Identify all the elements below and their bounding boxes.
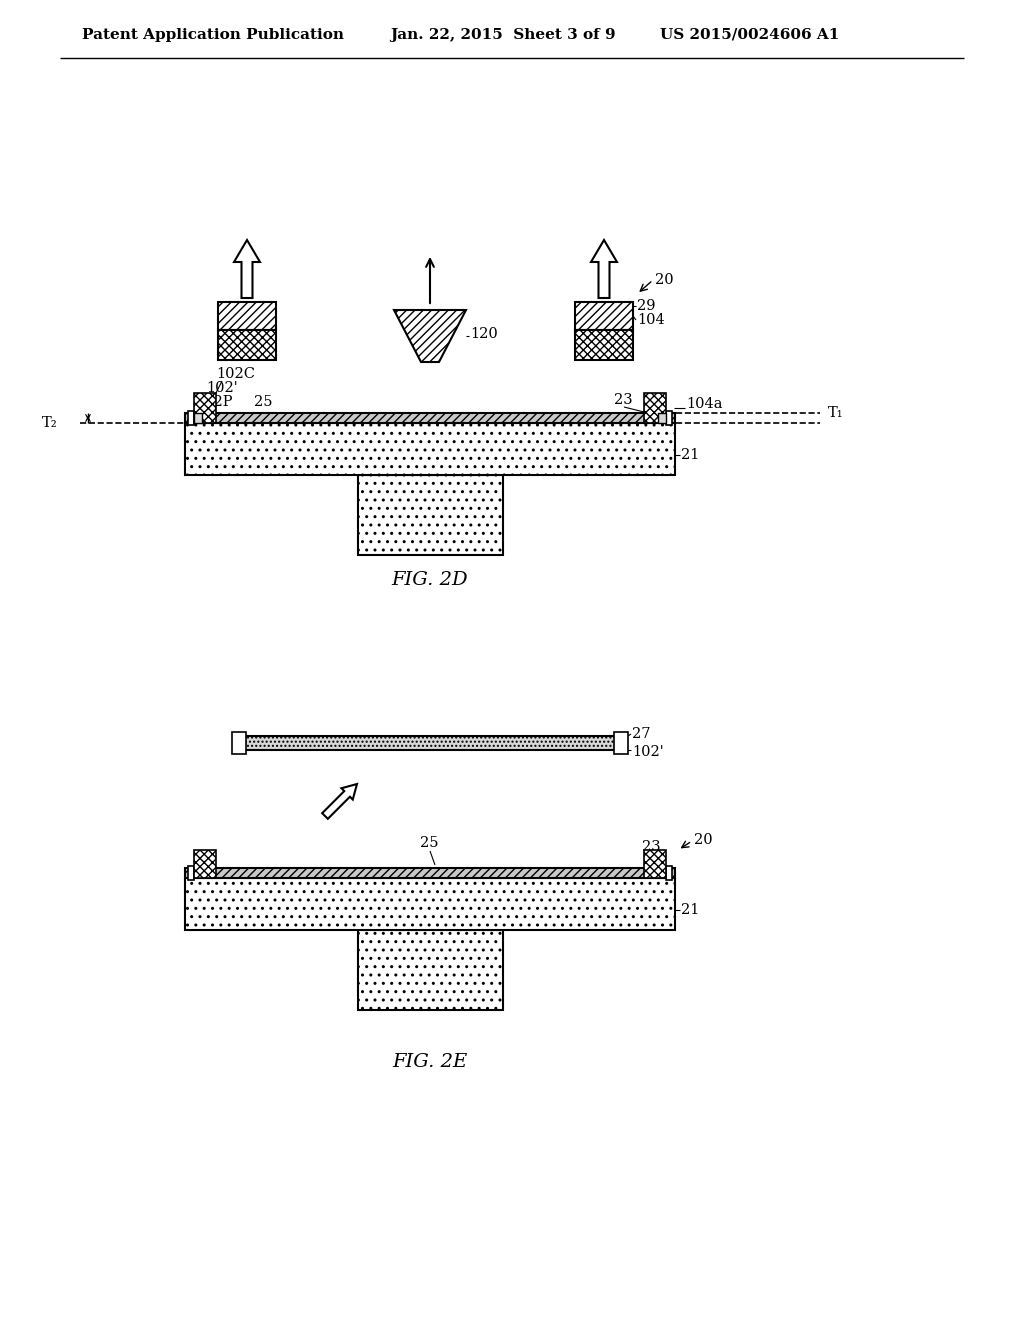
- Text: 104a: 104a: [686, 397, 723, 411]
- Text: 27: 27: [632, 727, 650, 741]
- Bar: [185, 413, 675, 422]
- Bar: [185, 422, 675, 475]
- Bar: [194, 850, 216, 878]
- Bar: [218, 330, 276, 360]
- Text: 23: 23: [642, 840, 660, 854]
- Polygon shape: [591, 240, 617, 298]
- Bar: [666, 866, 672, 880]
- Bar: [575, 330, 633, 360]
- Text: Jan. 22, 2015  Sheet 3 of 9: Jan. 22, 2015 Sheet 3 of 9: [390, 28, 615, 42]
- Bar: [644, 850, 666, 878]
- Text: 21: 21: [681, 903, 699, 917]
- Text: T₁: T₁: [828, 407, 844, 420]
- Text: 102P: 102P: [195, 395, 232, 409]
- Bar: [185, 869, 675, 878]
- Bar: [218, 302, 276, 330]
- Bar: [666, 411, 672, 425]
- Bar: [188, 866, 194, 880]
- Bar: [240, 737, 620, 750]
- Polygon shape: [234, 240, 260, 298]
- Text: FIG. 2E: FIG. 2E: [392, 1053, 468, 1071]
- Bar: [658, 413, 666, 422]
- Text: 102': 102': [206, 381, 238, 395]
- Bar: [614, 733, 628, 754]
- Text: 23: 23: [614, 393, 633, 407]
- Bar: [575, 302, 633, 330]
- Bar: [358, 931, 503, 1010]
- Bar: [358, 475, 503, 554]
- Text: 120: 120: [470, 327, 498, 341]
- Bar: [194, 413, 202, 422]
- Text: 21: 21: [681, 447, 699, 462]
- Text: US 2015/0024606 A1: US 2015/0024606 A1: [660, 28, 840, 42]
- Bar: [232, 733, 246, 754]
- Text: 102C: 102C: [216, 367, 255, 381]
- Text: FIG. 2D: FIG. 2D: [392, 572, 468, 589]
- Text: 102': 102': [632, 744, 664, 759]
- Text: 29: 29: [637, 300, 655, 313]
- Polygon shape: [394, 310, 466, 362]
- Bar: [194, 393, 216, 422]
- Text: 20: 20: [655, 273, 674, 286]
- Bar: [188, 411, 194, 425]
- Bar: [185, 878, 675, 931]
- Text: 25: 25: [254, 395, 272, 409]
- Text: T₂: T₂: [42, 416, 58, 430]
- Text: 25: 25: [420, 836, 438, 850]
- Bar: [644, 393, 666, 422]
- Text: 104: 104: [637, 313, 665, 327]
- Text: Patent Application Publication: Patent Application Publication: [82, 28, 344, 42]
- Text: 20: 20: [694, 833, 713, 847]
- Polygon shape: [323, 784, 357, 818]
